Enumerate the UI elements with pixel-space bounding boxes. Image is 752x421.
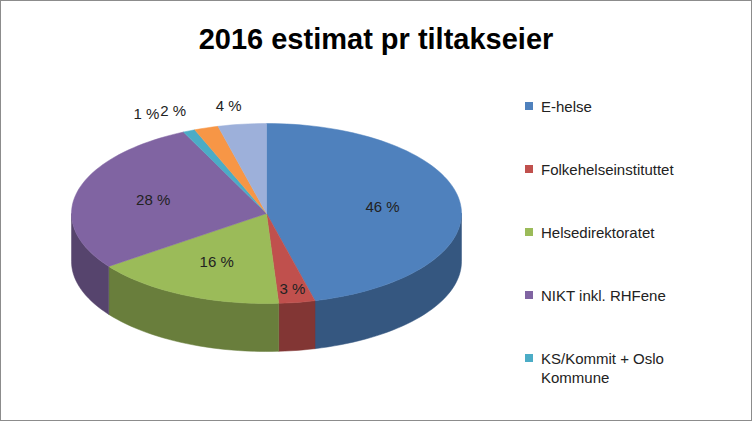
svg-text:46 %: 46 % (365, 198, 399, 215)
svg-text:16 %: 16 % (200, 253, 234, 270)
html-text:Folkehelseinstituttet: Folkehelseinstituttet (541, 161, 674, 178)
html-text:KS/Kommit + Oslo Kommune: KS/Kommit + Oslo Kommune (541, 350, 664, 386)
html-text:2016 estimat pr tiltakseier: 2016 estimat pr tiltakseier (198, 23, 554, 55)
svg-text:28 %: 28 % (136, 191, 170, 208)
svg-text:3 %: 3 % (279, 280, 305, 297)
svg-text:1 %: 1 % (134, 105, 160, 122)
html-text:E-helse: E-helse (541, 98, 592, 115)
svg-text:4 %: 4 % (216, 97, 242, 114)
html-text:Helsedirektoratet: Helsedirektoratet (541, 224, 655, 241)
html-text:NIKT inkl. RHFene: NIKT inkl. RHFene (541, 287, 666, 304)
svg-text:2 %: 2 % (160, 102, 186, 119)
